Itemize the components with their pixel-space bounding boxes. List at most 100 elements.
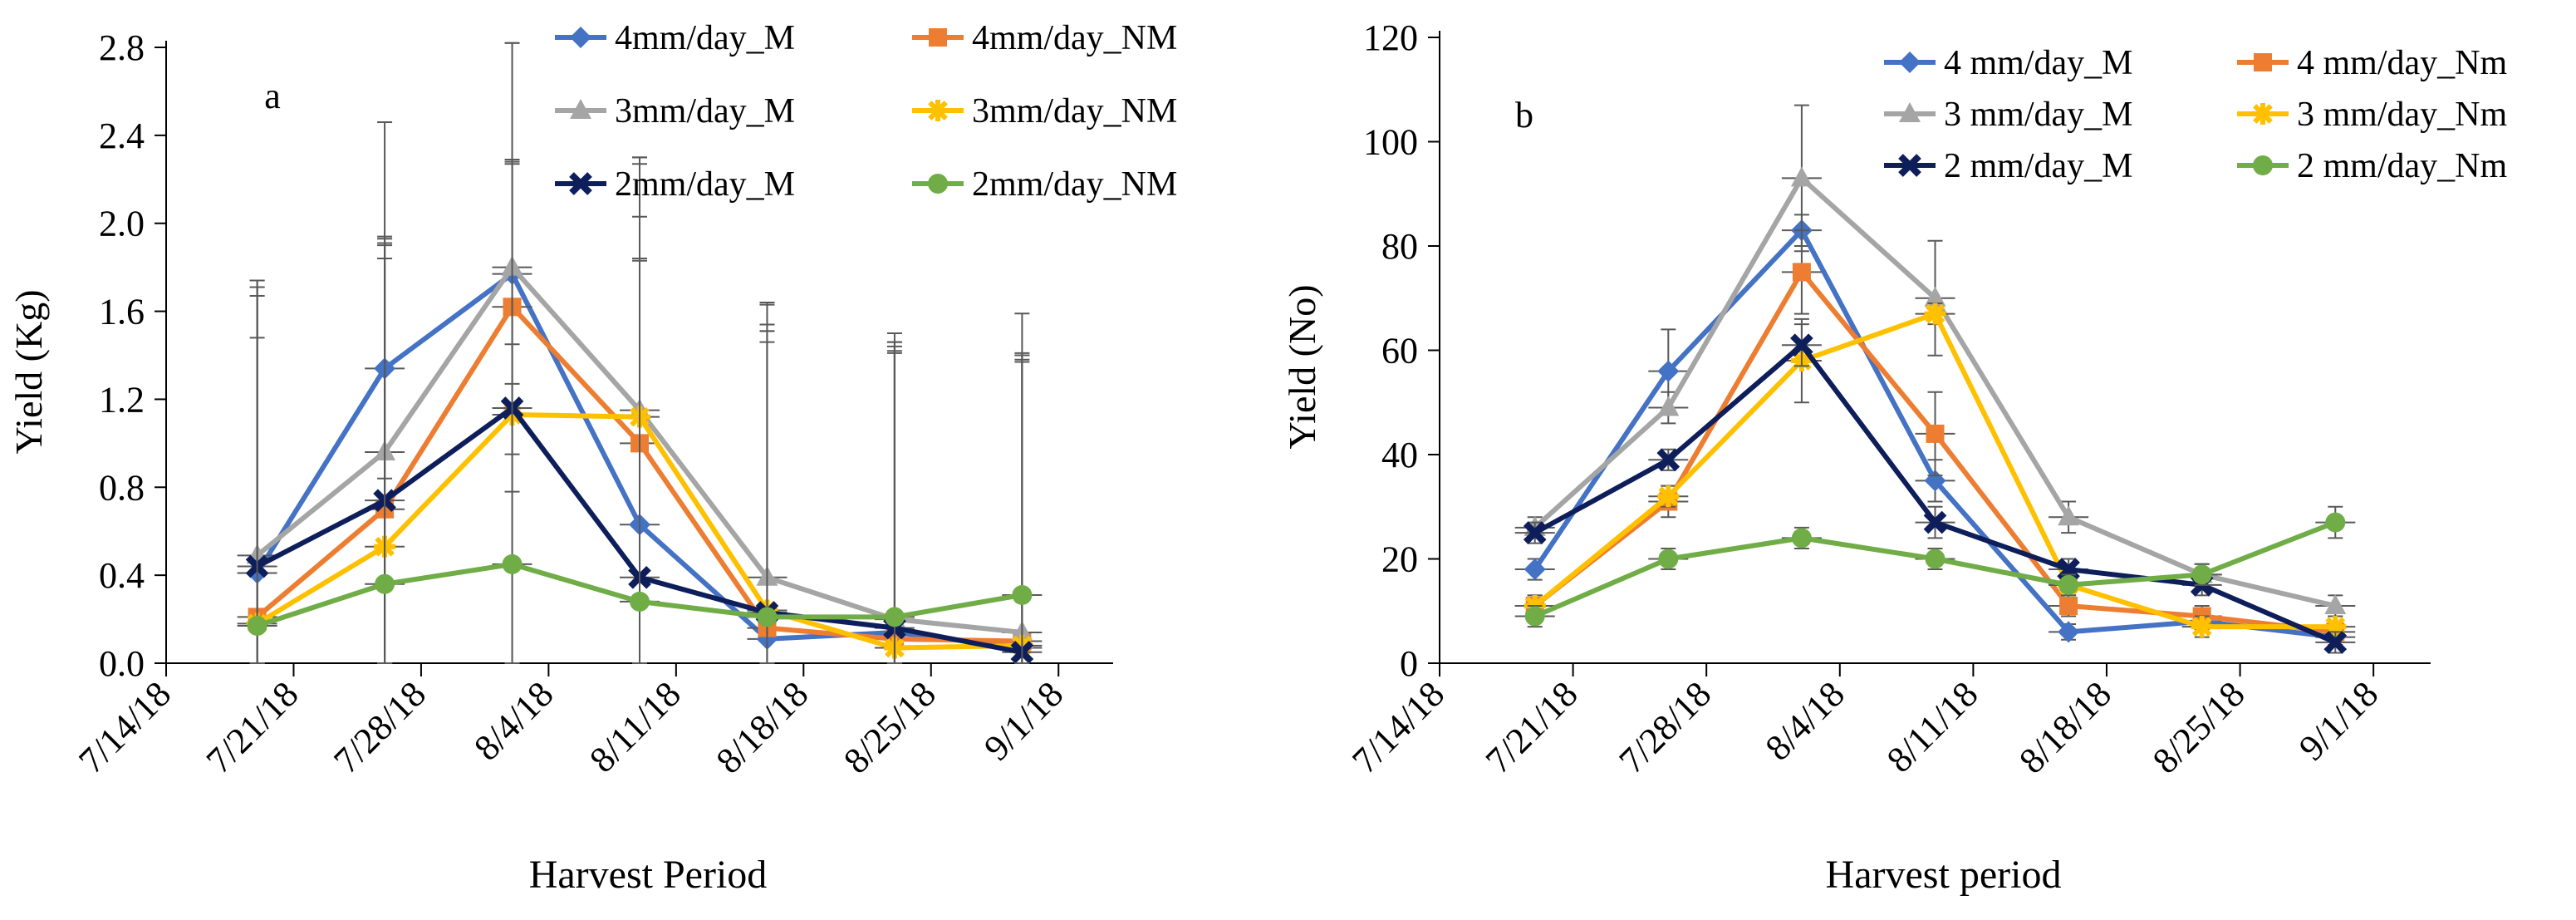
data-point <box>1657 485 1680 508</box>
x-tick-label: 8/11/18 <box>581 673 689 780</box>
data-point <box>1925 549 1945 569</box>
y-tick-label: 120 <box>1363 17 1418 58</box>
x-tick-label: 7/28/18 <box>1612 673 1720 781</box>
x-axis-title: Harvest period <box>1826 853 2062 897</box>
data-point <box>757 607 778 627</box>
panel-label: b <box>1515 95 1533 135</box>
marker-stroke <box>1790 333 1813 357</box>
legend-marker <box>1899 102 1921 122</box>
legend: 4 mm/day_M 4 mm/day_Nm 3 mm/day_M 3 mm/day_… <box>1884 44 2507 185</box>
legend-item: 4 mm/day_M <box>1884 44 2133 82</box>
x-tick-label: 8/4/18 <box>1758 673 1852 768</box>
data-point <box>884 607 905 627</box>
marker-stroke <box>2191 617 2212 637</box>
marker-stroke <box>1658 486 1679 507</box>
y-tick-label: 0 <box>1400 643 1418 684</box>
y-tick-label: 2.8 <box>99 27 145 68</box>
data-point <box>2191 564 2212 585</box>
data-point <box>1790 333 1813 357</box>
y-tick-label: 0.4 <box>99 555 145 596</box>
data-point <box>1791 528 1812 549</box>
legend-item: 2mm/day_M <box>555 165 795 204</box>
data-point <box>1657 360 1680 382</box>
y-tick-label: 1.2 <box>99 379 145 420</box>
series-5 <box>237 242 1043 664</box>
x-tick-label: 8/25/18 <box>2145 673 2253 781</box>
data-point <box>1792 263 1811 282</box>
legend-item: 3mm/day_NM <box>912 92 1177 130</box>
legend-label: 2 mm/day_M <box>1944 147 2133 185</box>
marker-stroke <box>2057 558 2080 581</box>
legend-label: 3mm/day_NM <box>972 92 1177 130</box>
data-point <box>1656 448 1681 472</box>
data-point <box>2058 621 2080 643</box>
data-point <box>2191 616 2213 638</box>
data-point <box>2323 631 2348 654</box>
legend-item: 2 mm/day_M <box>1884 147 2133 185</box>
chart-panel-b: 0 20 40 60 80 100 120 7/14/18 7/21/18 7/28/18 8/4/… <box>1281 17 2507 897</box>
legend-item: 4mm/day_M <box>555 19 795 57</box>
data-point <box>1012 584 1033 605</box>
legend-marker <box>570 27 591 48</box>
legend-item: 4 mm/day_Nm <box>2237 44 2507 82</box>
legend-item: 2 mm/day_Nm <box>2237 147 2507 185</box>
x-tick-label: 7/21/18 <box>199 673 307 781</box>
legend-label: 3 mm/day_M <box>1944 96 2133 134</box>
legend-marker <box>570 99 591 119</box>
marker-stroke <box>1923 510 1947 534</box>
marker-stroke <box>1925 303 1945 324</box>
x-tick-label: 7/28/18 <box>326 673 434 781</box>
data-point <box>375 573 395 594</box>
y-tick-label: 60 <box>1381 331 1418 371</box>
x-tick-label: 7/14/18 <box>71 673 179 781</box>
series-5 <box>1514 505 2356 628</box>
x-tick-label: 8/4/18 <box>466 673 561 768</box>
legend-label: 3 mm/day_Nm <box>2297 96 2507 134</box>
data-point <box>2058 574 2079 595</box>
y-tick-label: 80 <box>1381 226 1418 267</box>
data-point <box>1924 303 1946 325</box>
legend-item: 4mm/day_NM <box>912 19 1177 57</box>
x-tick-label: 8/18/18 <box>709 673 817 781</box>
marker-stroke <box>928 101 948 121</box>
data-point <box>1657 396 1680 416</box>
data-point <box>247 616 267 637</box>
y-tick-label: 20 <box>1381 539 1418 580</box>
marker-stroke <box>2323 631 2348 654</box>
legend-marker <box>928 174 948 194</box>
legend-label: 4mm/day_M <box>615 19 795 57</box>
y-tick-label: 40 <box>1381 435 1418 475</box>
data-point <box>1790 166 1813 187</box>
data-point <box>630 591 650 612</box>
legend-label: 4 mm/day_M <box>1944 44 2133 82</box>
legend-label: 2 mm/day_Nm <box>2297 147 2507 185</box>
y-tick-label: 100 <box>1363 122 1418 163</box>
y-tick-label: 0.8 <box>99 467 145 508</box>
marker-stroke <box>1898 154 1921 177</box>
marker-stroke <box>569 172 592 195</box>
x-tick-label: 8/25/18 <box>836 673 944 781</box>
y-tick-label: 0.0 <box>99 643 145 684</box>
legend-marker <box>927 100 949 121</box>
y-axis-title: Yield (Kg) <box>7 289 50 454</box>
x-tick-label: 8/11/18 <box>1879 673 1986 780</box>
data-point <box>2325 512 2346 533</box>
x-tick-label: 8/18/18 <box>2011 673 2119 781</box>
x-tick-label: 7/21/18 <box>1478 673 1586 781</box>
legend: 4mm/day_M 4mm/day_NM 3mm/day_M 3mm/day_NM 2m… <box>555 19 1177 204</box>
x-tick-label: 7/14/18 <box>1344 673 1452 781</box>
legend-marker <box>569 172 592 195</box>
legend-item: 3 mm/day_Nm <box>2237 96 2507 134</box>
legend-marker <box>1899 52 1921 73</box>
y-tick-label: 2.0 <box>99 204 145 244</box>
data-point <box>1924 286 1946 307</box>
marker-stroke <box>2253 104 2273 124</box>
data-point <box>1524 558 1546 581</box>
data-point <box>1926 424 1945 443</box>
y-axis-title: Yield (No) <box>1281 284 1323 449</box>
data-point <box>2058 505 2080 526</box>
data-point <box>1524 606 1545 627</box>
legend-marker <box>1898 154 1921 177</box>
legend-marker <box>2252 103 2274 125</box>
